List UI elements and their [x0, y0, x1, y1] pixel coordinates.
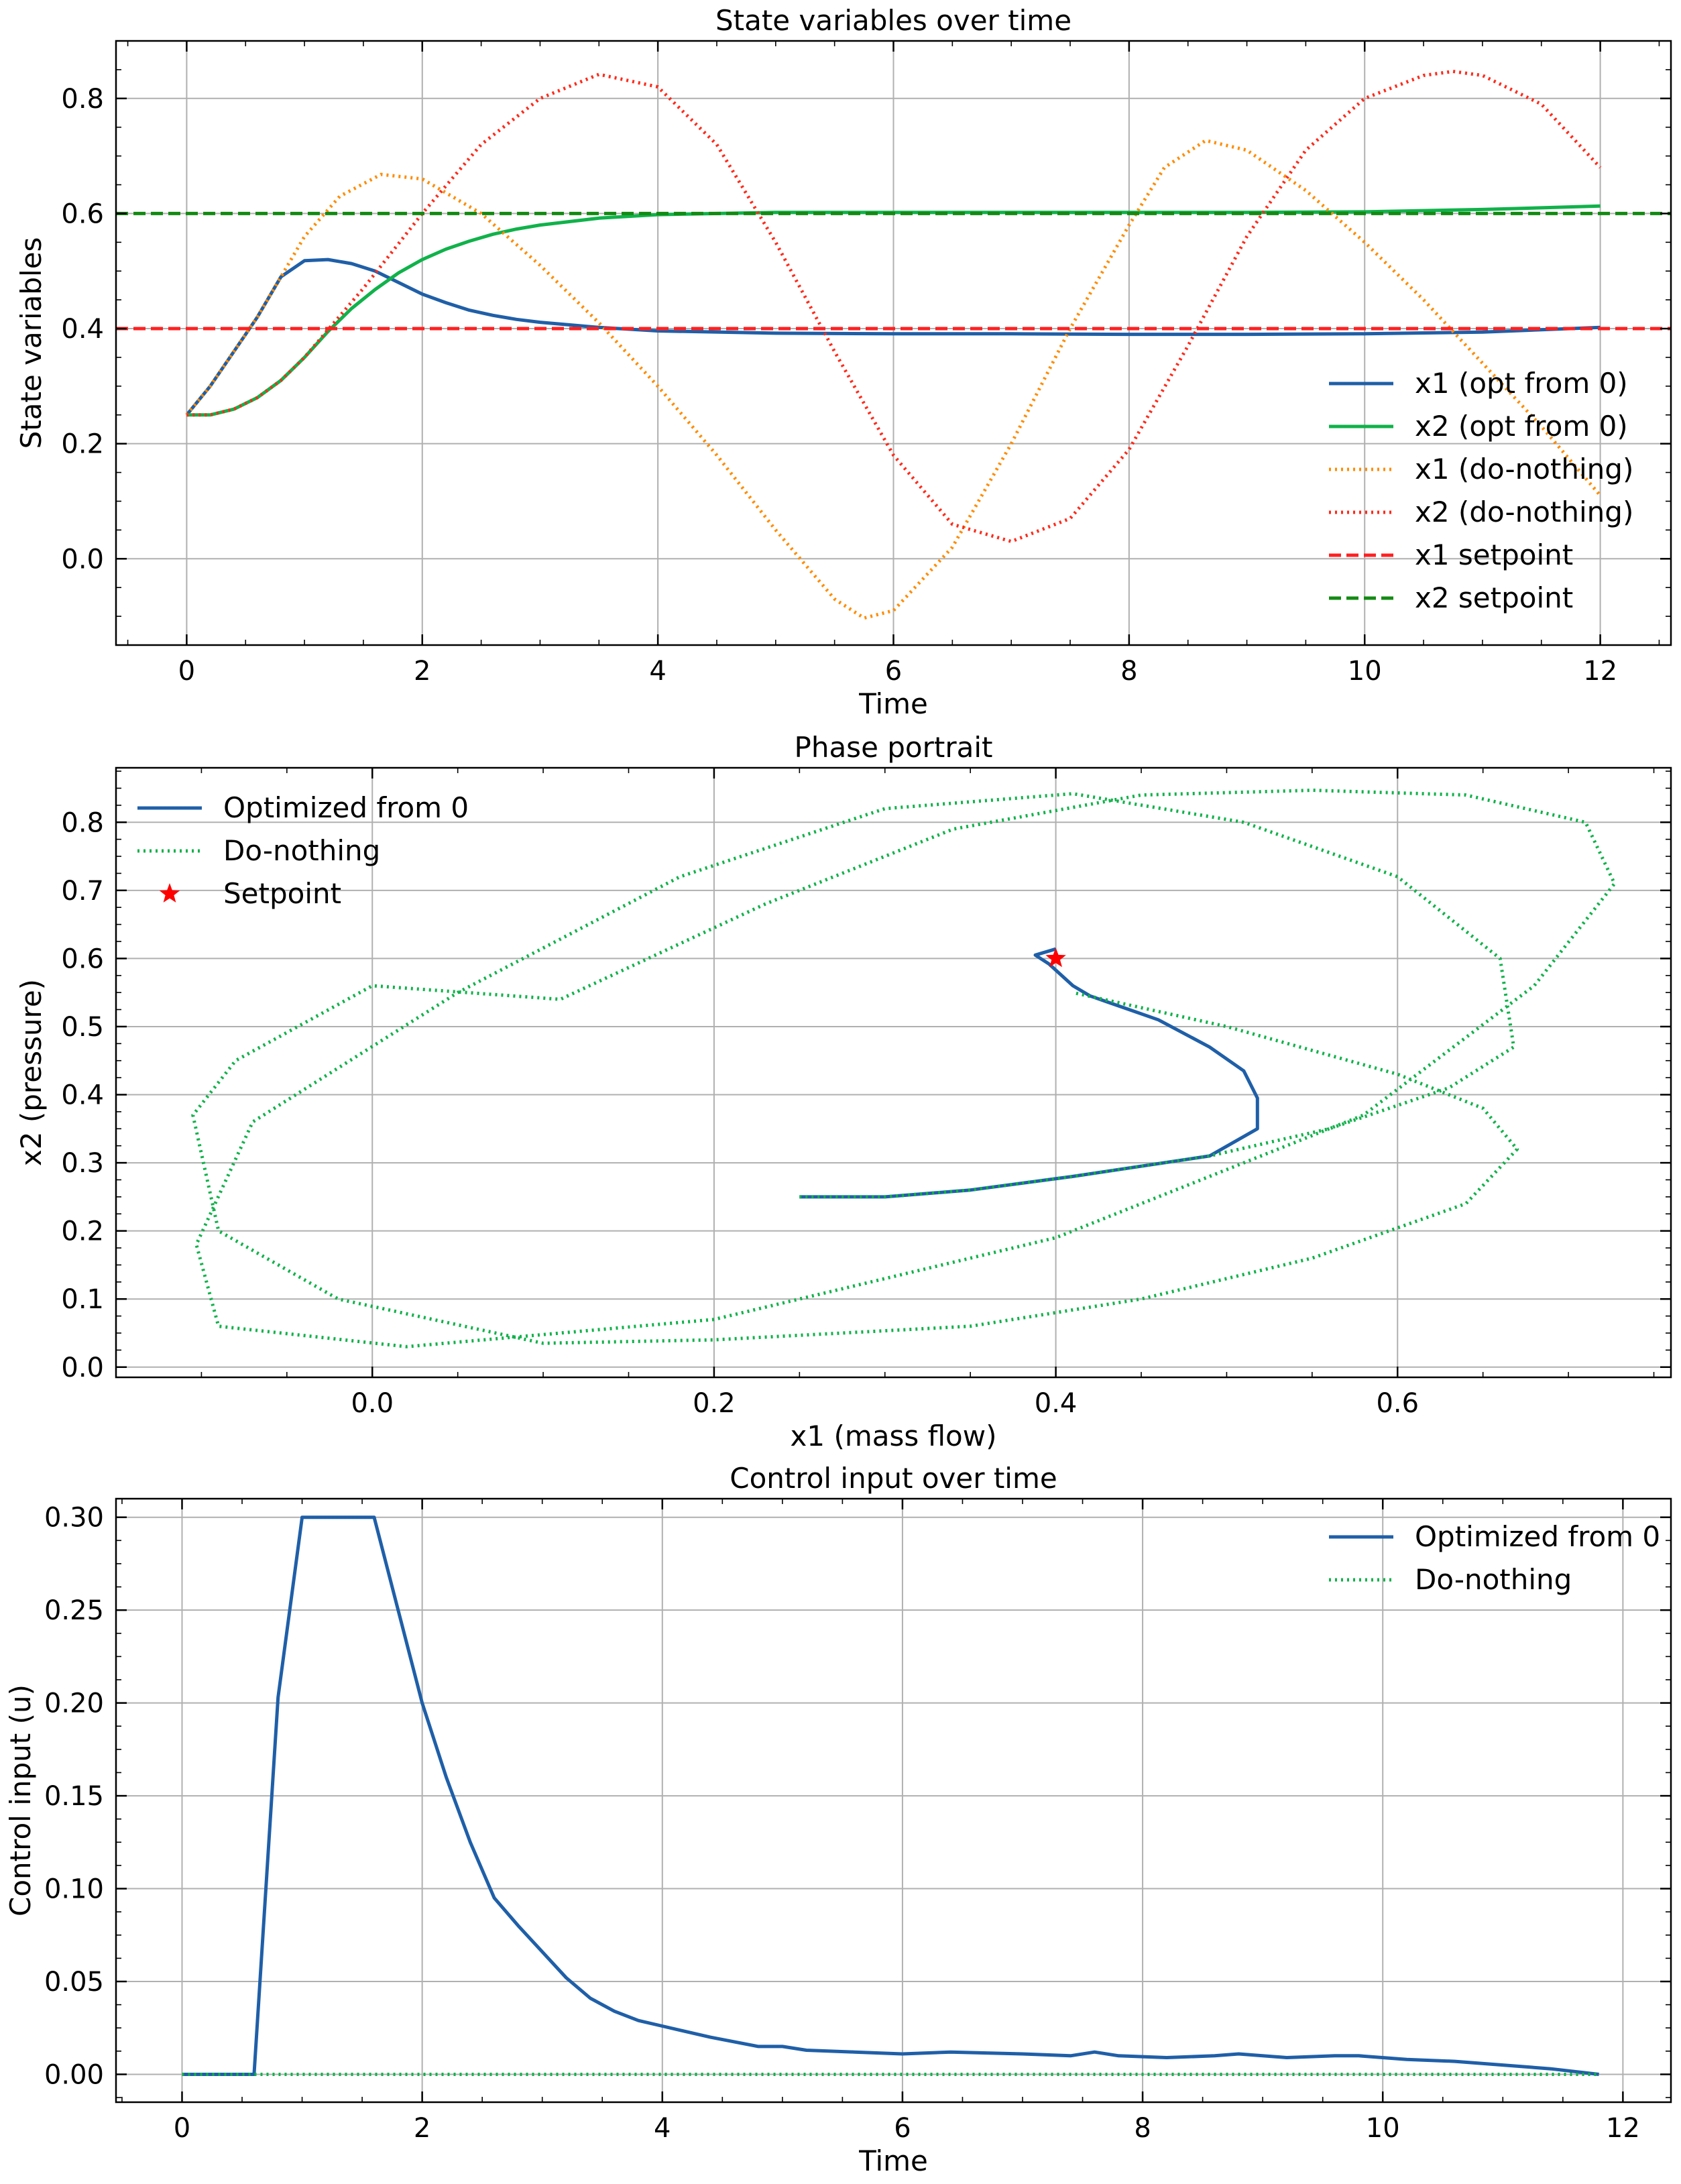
x-axis-label: Time: [858, 2144, 928, 2177]
x-tick-label: 0.0: [351, 1388, 394, 1419]
y-tick-label: 0.2: [61, 1216, 104, 1247]
setpoint-marker: [1045, 947, 1066, 968]
y-tick-label: 0.7: [61, 876, 104, 907]
y-tick-label: 0.5: [61, 1012, 104, 1043]
y-tick-label: 0.0: [61, 1353, 104, 1383]
x-tick-label: 8: [1134, 2113, 1151, 2144]
chart-panel-1: 0 2 4 6 8 10 12 0.0 0.2 0.4 0.6 0.8 State variables …: [15, 4, 1672, 720]
series-group: [191, 789, 1617, 1348]
plot-frame: [115, 766, 1672, 1379]
y-tick-label: 0.0: [61, 544, 104, 575]
y-axis-label: x2 (pressure): [15, 979, 48, 1166]
y-tick-label: 0.6: [61, 198, 104, 229]
x-tick-label: 10: [1366, 2113, 1400, 2144]
x-tick-label: 6: [894, 2113, 911, 2144]
y-tick-label: 0.25: [44, 1595, 104, 1626]
series-line-x1-do-nothing-: [185, 139, 1602, 620]
chart-title: Control input over time: [730, 1462, 1057, 1495]
series-line-x1-opt-from-0-: [185, 257, 1601, 416]
x-tick-label: 2: [414, 2113, 430, 2144]
legend-label: x2 (do-nothing): [1415, 496, 1633, 528]
chart-panel-3: 0 2 4 6 8 10 12 0.00 0.05 0.10 0.15 0.20 0.25 0.30 Con…: [4, 1462, 1672, 2177]
y-axis-label: State variables: [15, 237, 48, 449]
legend-label: Optimized from 0: [1415, 1520, 1660, 1553]
series-group: [182, 1515, 1599, 2076]
x-tick-label: 12: [1583, 656, 1617, 687]
legend: x1 (opt from 0) x2 (opt from 0) x1 (do-not…: [1329, 367, 1633, 614]
series-line-do-nothing: [191, 789, 1617, 1348]
x-tick-label: 12: [1606, 2113, 1640, 2144]
x-tick-label: 0.6: [1376, 1388, 1419, 1419]
legend-label: x1 (do-nothing): [1415, 453, 1633, 485]
x-axis-label: Time: [858, 687, 928, 720]
legend-label: Setpoint: [223, 877, 341, 910]
x-tick-label: 0.2: [693, 1388, 736, 1419]
y-tick-label: 0.8: [61, 807, 104, 838]
series-line-x2-do-nothing-: [186, 70, 1602, 543]
legend-label: x2 (opt from 0): [1415, 410, 1628, 443]
x-tick-label: 4: [654, 2113, 671, 2144]
y-tick-label: 0.4: [61, 1080, 104, 1111]
legend-marker: [159, 883, 180, 903]
y-tick-label: 0.4: [61, 314, 104, 345]
y-tick-label: 0.8: [61, 84, 104, 115]
series-group: [116, 70, 1671, 620]
x-tick-label: 0: [178, 656, 195, 687]
legend: Optimized from 0 Do-nothing Setpoint: [137, 791, 469, 910]
x-tick-label: 0.4: [1035, 1388, 1078, 1419]
y-tick-label: 0.00: [44, 2059, 104, 2090]
x-tick-label: 0: [174, 2113, 190, 2144]
x-tick-label: 10: [1348, 656, 1382, 687]
x-tick-label: 6: [885, 656, 902, 687]
y-tick-label: 0.3: [61, 1148, 104, 1179]
chart-title: Phase portrait: [795, 731, 993, 764]
x-tick-label: 8: [1120, 656, 1137, 687]
y-tick-label: 0.2: [61, 429, 104, 460]
legend-label: Do-nothing: [1415, 1563, 1572, 1596]
legend-label: x1 (opt from 0): [1415, 367, 1628, 400]
legend-label: x2 setpoint: [1415, 581, 1573, 614]
y-tick-label: 0.6: [61, 943, 104, 974]
plot-frame: [115, 1497, 1672, 2104]
x-tick-label: 4: [649, 656, 666, 687]
legend: Optimized from 0 Do-nothing: [1329, 1520, 1660, 1596]
legend-label: Optimized from 0: [223, 791, 469, 824]
x-axis-label: x1 (mass flow): [791, 1420, 997, 1452]
y-tick-label: 0.20: [44, 1688, 104, 1719]
series-line-optimized-from-0: [799, 947, 1259, 1199]
y-tick-label: 0.05: [44, 1967, 104, 1998]
y-tick-label: 0.10: [44, 1874, 104, 1905]
chart-panel-2: 0.0 0.2 0.4 0.6 0.0 0.1 0.2 0.3 0.4 0.5 0.6 0.7 0.8 P…: [15, 731, 1672, 1452]
x-tick-label: 2: [414, 656, 430, 687]
y-axis-label: Control input (u): [4, 1684, 37, 1916]
y-tick-label: 0.1: [61, 1284, 104, 1315]
legend-label: Do-nothing: [223, 834, 380, 867]
y-tick-label: 0.30: [44, 1503, 104, 1534]
series-line-optimized-from-0: [182, 1515, 1599, 2076]
chart-title: State variables over time: [715, 4, 1071, 37]
y-tick-label: 0.15: [44, 1781, 104, 1812]
legend-label: x1 setpoint: [1415, 538, 1573, 571]
